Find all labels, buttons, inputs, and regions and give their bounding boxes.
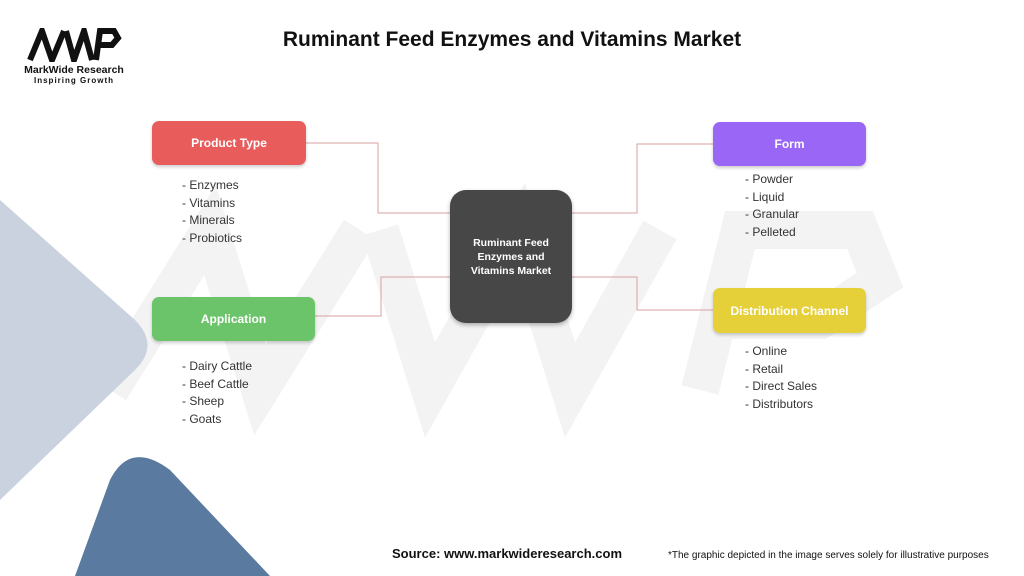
distribution-channel-list: - Online - Retail - Direct Sales - Distr…	[745, 343, 817, 413]
list-item: - Enzymes	[182, 178, 239, 192]
central-node: Ruminant Feed Enzymes and Vitamins Marke…	[450, 190, 572, 323]
page-title: Ruminant Feed Enzymes and Vitamins Marke…	[282, 28, 742, 51]
list-item: - Dairy Cattle	[182, 359, 253, 373]
product-type-list: - Enzymes - Vitamins - Minerals - Probio…	[182, 177, 242, 247]
list-item: - Sheep	[182, 394, 225, 408]
logo-tagline: Inspiring Growth	[34, 76, 114, 85]
logo: MarkWide Research Inspiring Growth	[22, 28, 126, 86]
bottom-decor-shape	[75, 457, 270, 576]
list-item: - Probiotics	[182, 230, 243, 245]
list-item: - Powder	[745, 172, 794, 186]
list-item: - Distributors	[745, 396, 814, 411]
application-list: - Dairy Cattle - Beef Cattle - Sheep - G…	[182, 358, 252, 428]
category-distribution-channel: Distribution Channel	[713, 288, 866, 333]
central-node-label: Ruminant Feed Enzymes and Vitamins Marke…	[470, 236, 552, 277]
disclaimer-note: *The graphic depicted in the image serve…	[668, 550, 989, 561]
category-application: Application	[152, 297, 315, 341]
list-item: - Goats	[182, 411, 222, 426]
logo-mark	[27, 28, 122, 62]
logo-name: MarkWide Research	[24, 64, 124, 76]
list-item: - Online	[745, 344, 788, 358]
list-item: - Minerals	[182, 213, 235, 227]
form-list: - Powder - Liquid - Granular - Pelleted	[745, 171, 799, 241]
connectors	[306, 142, 713, 317]
left-decor-shape	[0, 200, 148, 500]
category-form: Form	[713, 122, 866, 166]
category-product-type: Product Type	[152, 121, 306, 165]
source-text: Source: www.markwideresearch.com	[392, 546, 623, 561]
list-item: - Liquid	[745, 189, 785, 204]
list-item: - Granular	[745, 207, 800, 221]
list-item: - Vitamins	[182, 195, 236, 210]
list-item: - Retail	[745, 361, 784, 376]
list-item: - Beef Cattle	[182, 376, 249, 391]
list-item: - Direct Sales	[745, 379, 818, 393]
list-item: - Pelleted	[745, 224, 796, 239]
